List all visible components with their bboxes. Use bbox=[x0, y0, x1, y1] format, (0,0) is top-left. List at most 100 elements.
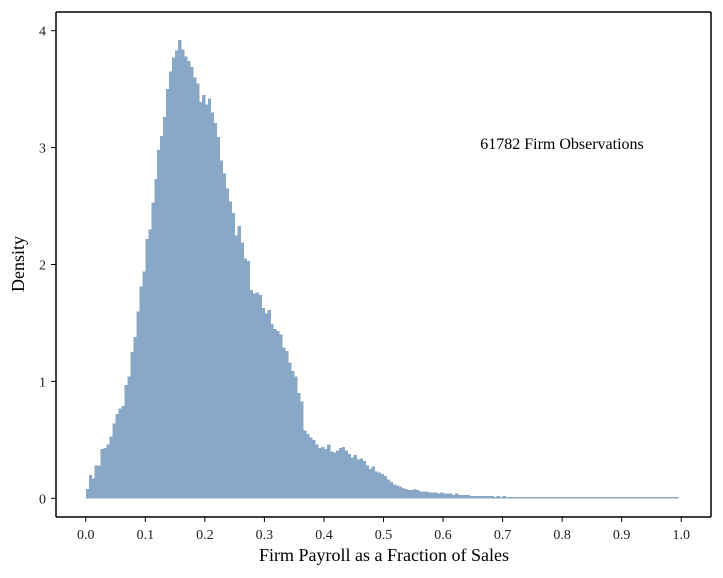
histogram-bar bbox=[323, 449, 328, 499]
histogram-bar bbox=[603, 497, 608, 499]
histogram-bar bbox=[425, 491, 429, 499]
histogram-bar bbox=[249, 290, 253, 499]
histogram-bar bbox=[276, 331, 280, 499]
histogram-bar bbox=[666, 497, 670, 499]
histogram-bar bbox=[642, 497, 646, 499]
histogram-bar bbox=[431, 492, 435, 499]
histogram-bar bbox=[228, 201, 233, 499]
histogram-bar bbox=[508, 497, 512, 499]
histogram-bar bbox=[255, 292, 259, 499]
x-tick-label: 1.0 bbox=[672, 528, 690, 543]
histogram-bar bbox=[231, 213, 236, 499]
histogram-bar bbox=[517, 497, 521, 499]
histogram-bar bbox=[133, 336, 137, 499]
histogram-bar bbox=[535, 497, 539, 499]
histogram-bar bbox=[574, 497, 578, 499]
histogram-bar bbox=[240, 242, 244, 499]
histogram-bar bbox=[329, 451, 334, 499]
histogram-bar bbox=[151, 202, 155, 499]
histogram-bar bbox=[285, 351, 289, 499]
histogram-bar bbox=[106, 444, 110, 499]
histogram-bar bbox=[454, 493, 459, 499]
histogram-bar bbox=[449, 493, 453, 499]
histogram-bar bbox=[398, 486, 402, 499]
histogram-bar bbox=[341, 446, 346, 499]
histogram-bar bbox=[362, 460, 367, 499]
histogram-bar bbox=[484, 495, 489, 499]
histogram-bar bbox=[606, 497, 611, 499]
histogram-bar bbox=[413, 488, 417, 499]
histogram-bar bbox=[246, 260, 250, 499]
histogram-bar bbox=[472, 495, 477, 499]
x-axis-title: Firm Payroll as a Fraction of Sales bbox=[259, 545, 509, 565]
histogram-bar bbox=[178, 40, 182, 499]
histogram-bar bbox=[365, 465, 370, 499]
histogram-bar bbox=[618, 497, 623, 499]
histogram-bar bbox=[100, 449, 105, 499]
histogram-bar bbox=[213, 123, 218, 499]
x-tick-label: 0.8 bbox=[553, 528, 571, 543]
observation-count-annotation: 61782 Firm Observations bbox=[480, 136, 644, 153]
histogram-bar bbox=[493, 497, 498, 499]
histogram-bar bbox=[91, 478, 96, 499]
x-tick-label: 0.4 bbox=[315, 528, 333, 543]
histogram-bar bbox=[520, 497, 524, 499]
histogram-bar bbox=[332, 452, 337, 499]
histogram-bar bbox=[463, 494, 468, 499]
histogram-bar bbox=[630, 497, 634, 499]
histogram-bar bbox=[490, 495, 495, 499]
histogram-bar bbox=[410, 490, 414, 499]
histogram-bar bbox=[657, 497, 661, 499]
histogram-bar bbox=[154, 179, 158, 499]
x-tick-label: 0.9 bbox=[613, 528, 631, 543]
histogram-bar bbox=[118, 408, 122, 499]
histogram-bar bbox=[103, 448, 108, 499]
histogram-bar bbox=[466, 494, 471, 499]
histogram-bar bbox=[532, 497, 536, 499]
histogram-bar bbox=[210, 112, 215, 499]
histogram-bar bbox=[148, 229, 152, 499]
histogram-bar bbox=[309, 437, 313, 499]
histogram-bar bbox=[291, 370, 295, 499]
histogram-bar bbox=[312, 439, 316, 499]
histogram-bar bbox=[571, 497, 575, 499]
histogram-bar bbox=[568, 497, 572, 499]
histogram-bar bbox=[187, 61, 191, 499]
histogram-bar bbox=[636, 497, 640, 499]
histogram-bar bbox=[672, 497, 676, 499]
histogram-bar bbox=[526, 497, 530, 499]
histogram-bar bbox=[440, 492, 444, 499]
histogram-bar bbox=[306, 434, 310, 499]
histogram-bar bbox=[627, 497, 632, 499]
histogram-bar bbox=[350, 457, 355, 499]
histogram-bar bbox=[130, 352, 134, 499]
histogram-bar bbox=[374, 471, 378, 499]
histogram-bar bbox=[663, 497, 667, 499]
histogram-bar bbox=[166, 89, 170, 499]
histogram-bar bbox=[538, 497, 542, 499]
histogram-bar bbox=[624, 497, 629, 499]
histogram-bar bbox=[580, 497, 584, 499]
histogram-bar bbox=[127, 376, 131, 499]
histogram-bar bbox=[216, 137, 221, 499]
histogram-bar bbox=[547, 497, 551, 499]
histogram-bar bbox=[353, 455, 358, 499]
histogram-bar bbox=[389, 481, 393, 499]
histogram-bar bbox=[457, 494, 462, 499]
x-tick-label: 0.2 bbox=[196, 528, 214, 543]
histogram-bar bbox=[633, 497, 637, 499]
histogram-bar bbox=[383, 476, 387, 499]
histogram-bar bbox=[443, 493, 447, 499]
histogram-bar bbox=[207, 98, 212, 499]
x-tick-label: 0.0 bbox=[77, 528, 95, 543]
histogram-bar bbox=[419, 491, 423, 499]
histogram-bar bbox=[136, 311, 140, 499]
y-tick-label: 3 bbox=[39, 142, 46, 157]
histogram-bar bbox=[582, 497, 587, 499]
y-ticks: 0 1 2 3 4 bbox=[39, 25, 56, 507]
histogram-bar bbox=[597, 497, 602, 499]
histogram-bar bbox=[261, 307, 265, 499]
histogram-bar bbox=[588, 497, 593, 499]
histogram-bar bbox=[654, 497, 658, 499]
histogram-bar bbox=[481, 495, 486, 499]
